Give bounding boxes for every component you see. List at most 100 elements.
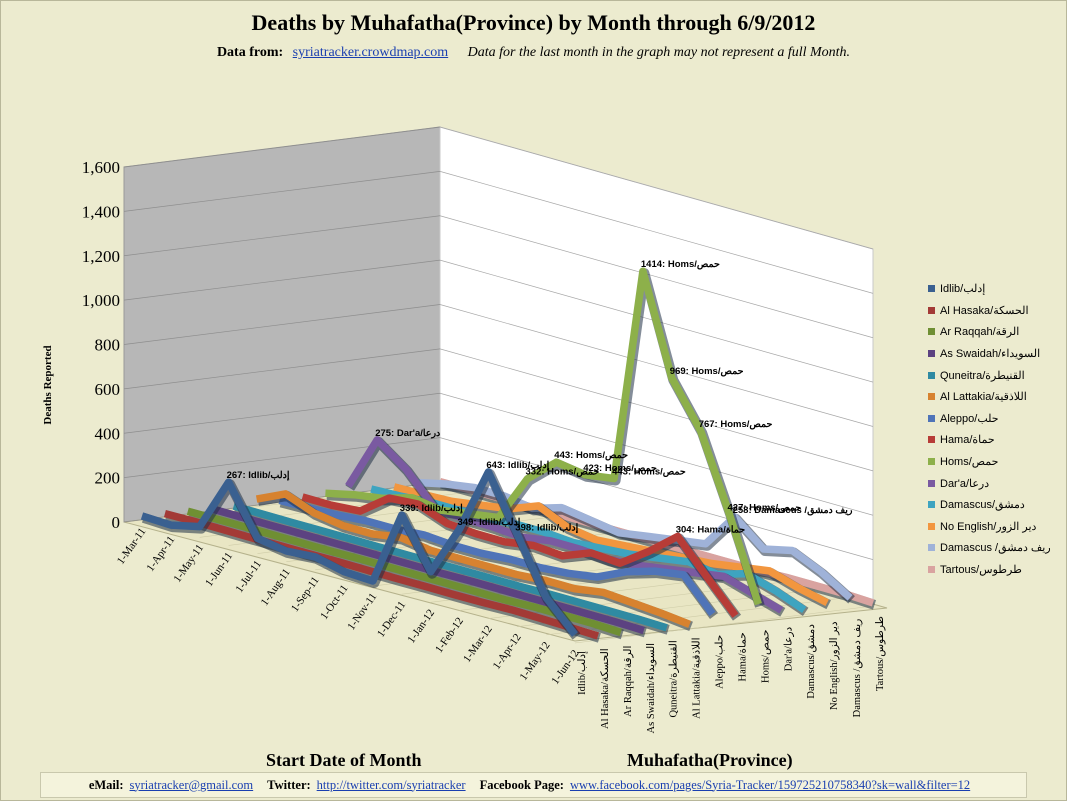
legend-item: Homs/حمص — [928, 451, 1063, 473]
legend-item: Al Hasaka/الحسكة — [928, 300, 1063, 322]
x-tick-label: 1-Apr-11 — [144, 534, 177, 574]
source-link[interactable]: syriatracker.crowdmap.com — [292, 45, 449, 60]
data-label: 304: Hama/حماة — [676, 524, 746, 535]
z-axis-title: Muhafatha(Province) — [627, 750, 793, 770]
gridline-left — [123, 304, 441, 345]
z-tick-label: Hama/حماة — [737, 632, 749, 681]
data-label: 767: Homs/حمص — [699, 419, 773, 430]
gridline-left — [123, 215, 441, 257]
y-tick-label: 200 — [95, 469, 121, 488]
source-line: Data from: syriatracker.crowdmap.com Dat… — [0, 45, 1067, 61]
series-line — [370, 485, 807, 614]
x-tick-label: 1-May-12 — [517, 640, 552, 683]
y-tick-label: 1,600 — [82, 158, 120, 177]
legend-swatch — [928, 479, 935, 487]
legend-swatch — [928, 566, 935, 574]
legend-label: As Swaidah/السويداء — [940, 348, 1041, 361]
legend: Idlib/إدلب Al Hasaka/الحسكة Ar Raqqah/الرق… — [928, 278, 1063, 580]
gridline-left — [123, 392, 441, 434]
legend-item: Hama/حماة — [928, 429, 1063, 451]
legend-swatch — [928, 458, 935, 466]
legend-swatch — [928, 393, 935, 401]
x-tick-label: 1-Jan-12 — [405, 607, 437, 645]
y-tick-label: 1,000 — [82, 291, 120, 310]
legend-swatch — [928, 544, 935, 552]
z-axis: Idlib/إدلب Al Hasaka/الحسكة Ar Raqqah/الرق… — [576, 615, 886, 733]
series-line — [255, 490, 691, 628]
series-line — [393, 483, 829, 607]
y-tick-label: 1,200 — [82, 247, 120, 266]
source-note: Data for the last month in the graph may… — [467, 45, 851, 60]
gridline-back — [439, 126, 874, 250]
legend-item: Dar'a/درعا — [928, 472, 1063, 494]
data-label: 1414: Homs/حمص — [641, 259, 720, 270]
legend-item: Ar Raqqah/الرقة — [928, 321, 1063, 343]
legend-label: Idlib/إدلب — [940, 283, 986, 296]
z-tick-label: Homs/حمص — [760, 630, 771, 683]
legend-swatch — [928, 501, 935, 509]
data-label: 423: Homs/حمص — [583, 463, 657, 474]
series-line — [232, 502, 668, 632]
legend-item: Aleppo/حلب — [928, 408, 1063, 430]
legend-item: No English/دير الزور — [928, 516, 1063, 538]
y-tick-label: 0 — [112, 513, 121, 532]
legend-swatch — [928, 350, 935, 358]
data-label: 332: Homs/حمص — [526, 467, 600, 478]
legend-label: Quneitra/القنيطرة — [940, 369, 1025, 382]
legend-label: Al Lattakia/اللاذقية — [940, 391, 1027, 404]
twitter-label: Twitter: — [267, 777, 311, 792]
legend-label: Al Hasaka/الحسكة — [940, 304, 1029, 317]
legend-item: Tartous/طرطوس — [928, 559, 1063, 581]
facebook-label: Facebook Page: — [479, 777, 564, 792]
source-label: Data from: — [216, 45, 284, 60]
legend-item: Damascus/دمشق — [928, 494, 1063, 516]
legend-label: Aleppo/حلب — [940, 412, 999, 425]
y-tick-label: 400 — [95, 424, 121, 443]
data-label: 349: Idlib/إدلب — [458, 517, 521, 528]
legend-label: Ar Raqqah/الرقة — [940, 326, 1020, 339]
legend-swatch — [928, 328, 935, 336]
z-tick-label: Damascus/دمشق — [806, 624, 817, 699]
gridline-back — [439, 171, 874, 294]
facebook-link[interactable]: www.facebook.com/pages/Syria-Tracker/159… — [569, 777, 971, 792]
x-tick-label: 1-Mar-12 — [461, 623, 495, 664]
z-tick-label: Damascus /ريف دمشق — [852, 619, 863, 718]
data-label: 275: Dar'a/درعا — [375, 428, 441, 439]
z-tick-label: Dar'a/درعا — [782, 626, 794, 671]
twitter-link[interactable]: http://twitter.com/syriatracker — [316, 777, 466, 792]
chart-title: Deaths by Muhafatha(Province) by Month t… — [251, 10, 816, 35]
x-tick-label: 1-May-11 — [171, 542, 206, 585]
gridline-left — [123, 348, 441, 390]
data-label: 969: Homs/حمص — [670, 366, 744, 377]
gridline-back — [439, 304, 874, 427]
data-label: 258: Damascus /ريف دمشق — [733, 505, 853, 516]
y-axis-title: Deaths Reported — [42, 345, 54, 424]
legend-item: As Swaidah/السويداء — [928, 343, 1063, 365]
x-tick-label: 1-Jul-11 — [233, 558, 264, 595]
y-tick-label: 600 — [95, 380, 121, 399]
z-tick-label: As Swaidah/السويداء — [645, 643, 657, 734]
z-tick-label: Al Hasaka/الحسكة — [599, 648, 611, 729]
legend-item: Quneitra/القنيطرة — [928, 364, 1063, 386]
gridline-back — [439, 392, 874, 516]
data-label: 267: Idlib/إدلب — [227, 470, 290, 481]
legend-swatch — [928, 436, 935, 444]
gridline-back — [439, 437, 874, 560]
z-tick-label: Tartous/طرطوس — [874, 615, 886, 691]
data-label: 398: Idlib/إدلب — [515, 522, 578, 533]
data-label: 443: Homs/حمص — [612, 467, 686, 478]
email-label: eMail: — [88, 777, 124, 792]
x-axis-title: Start Date of Month — [266, 750, 422, 770]
series-line — [140, 468, 578, 637]
legend-label: Dar'a/درعا — [940, 477, 990, 490]
email-link[interactable]: syriatracker@gmail.com — [129, 777, 254, 792]
data-label: 643: Idlib/إدلب — [486, 460, 549, 471]
floor-gridline — [574, 605, 874, 644]
z-tick-label: Idlib/إدلب — [576, 651, 588, 695]
series-line — [278, 496, 716, 617]
legend-swatch — [928, 522, 935, 530]
data-label: 339: Idlib/إدلب — [400, 503, 463, 514]
x-tick-label: 1-Sep-11 — [289, 575, 322, 615]
gridline-left — [123, 126, 441, 168]
